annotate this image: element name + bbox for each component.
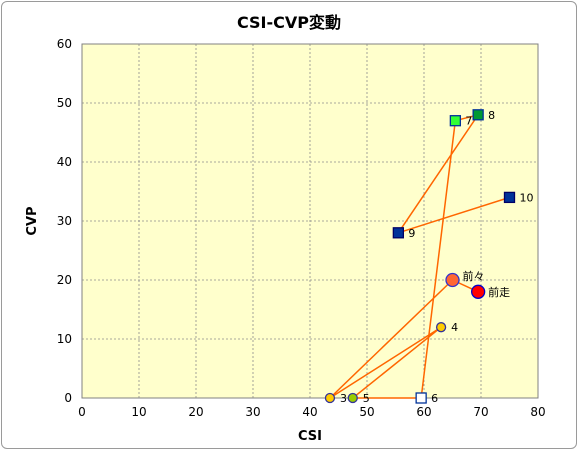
- grid-lines: [82, 44, 538, 398]
- data-point: [449, 115, 462, 127]
- chart-title: CSI-CVP変動: [237, 13, 341, 32]
- sequence-line: [329, 113, 510, 399]
- x-tick-label: 10: [131, 405, 146, 419]
- x-tick-label: 70: [473, 405, 488, 419]
- point-label: 4: [451, 321, 458, 334]
- data-point: [470, 284, 486, 299]
- point-label: 3: [340, 392, 347, 405]
- y-tick-label: 10: [57, 332, 72, 346]
- x-tick-label: 50: [359, 405, 374, 419]
- point-label: 6: [431, 392, 438, 405]
- data-point: [324, 392, 336, 404]
- data-point: [472, 109, 484, 121]
- y-tick-labels: 0 10 20 30 40 50 60: [57, 37, 72, 405]
- x-tick-labels: 0 10 20 30 40 50 60 70 80: [78, 405, 545, 419]
- data-point: [445, 272, 460, 288]
- y-tick-label: 60: [57, 37, 72, 51]
- data-points: [324, 109, 516, 404]
- point-label: 前走: [488, 285, 510, 299]
- y-tick-label: 0: [64, 391, 72, 405]
- x-tick-label: 40: [302, 405, 317, 419]
- data-point: [347, 392, 358, 404]
- point-label: 8: [488, 109, 495, 122]
- x-tick-label: 60: [416, 405, 431, 419]
- y-tick-label: 30: [57, 214, 72, 228]
- x-axis-label: CSI: [298, 429, 322, 444]
- point-label: 5: [363, 392, 370, 405]
- y-tick-label: 50: [57, 96, 72, 110]
- data-point: [392, 227, 405, 239]
- y-tick-label: 20: [57, 273, 72, 287]
- data-point: [415, 392, 427, 404]
- y-axis-label: CVP: [25, 206, 40, 235]
- x-tick-label: 20: [188, 405, 203, 419]
- point-label: 前々: [463, 269, 485, 283]
- x-tick-label: 30: [245, 405, 260, 419]
- point-label: 10: [520, 191, 534, 204]
- point-label: 9: [408, 227, 415, 240]
- y-tick-label: 40: [57, 155, 72, 169]
- data-point: [435, 322, 447, 333]
- point-label: 7: [465, 115, 472, 128]
- data-point: [503, 191, 516, 204]
- x-tick-label: 80: [530, 405, 545, 419]
- x-tick-label: 0: [78, 405, 86, 419]
